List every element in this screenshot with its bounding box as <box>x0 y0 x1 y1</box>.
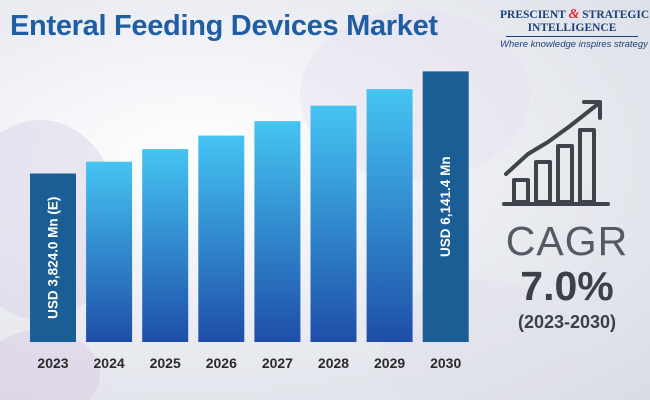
x-axis-tick-labels: 2023 2024 2025 2026 2027 2028 2029 2030 <box>37 355 461 371</box>
bar-2029 <box>366 89 413 343</box>
bar-2027 <box>254 121 301 342</box>
cagr-value: 7.0% <box>520 263 614 309</box>
cagr-period: (2023-2030) <box>517 312 617 332</box>
background-device-shape <box>380 280 580 400</box>
bar-2026 <box>198 135 245 342</box>
logo-name: PRESCIENT & STRATEGIC <box>500 7 649 22</box>
x-tick-label-2023: 2023 <box>37 355 68 371</box>
bar-2030 <box>422 71 469 342</box>
x-tick-label-2025: 2025 <box>150 355 181 371</box>
bar-2028 <box>310 105 357 342</box>
logo-tagline: Where knowledge inspires strategy <box>500 39 648 50</box>
bar-2025 <box>142 149 189 342</box>
bar-2023 <box>30 173 76 342</box>
logo-word-prescient: PRESCIENT <box>500 9 566 21</box>
logo-ampersand: & <box>568 7 580 22</box>
bar-growth-arrow-icon <box>502 100 610 206</box>
logo-word-intelligence: INTELLIGENCE <box>527 22 617 34</box>
data-label-2030: USD 6,141.4 Mn <box>438 156 453 257</box>
x-tick-label-2027: 2027 <box>262 355 293 371</box>
company-logo: PRESCIENT & STRATEGIC INTELLIGENCE Where… <box>500 7 649 51</box>
bar-series <box>30 71 469 343</box>
x-tick-label-2026: 2026 <box>206 355 237 371</box>
logo-divider <box>506 36 638 37</box>
logo-word-strategic: STRATEGIC <box>582 9 650 21</box>
x-tick-label-2029: 2029 <box>374 355 405 371</box>
bar-2024 <box>86 161 133 342</box>
chart-title: Enteral Feeding Devices Market <box>10 10 438 42</box>
x-tick-label-2028: 2028 <box>318 355 349 371</box>
cagr-label: CAGR <box>505 218 629 264</box>
data-label-2023: USD 3,824.0 Mn (E) <box>46 197 61 319</box>
x-tick-label-2030: 2030 <box>430 355 461 371</box>
data-labels: USD 3,824.0 Mn (E) USD 6,141.4 Mn <box>46 156 454 318</box>
x-tick-label-2024: 2024 <box>94 355 125 371</box>
